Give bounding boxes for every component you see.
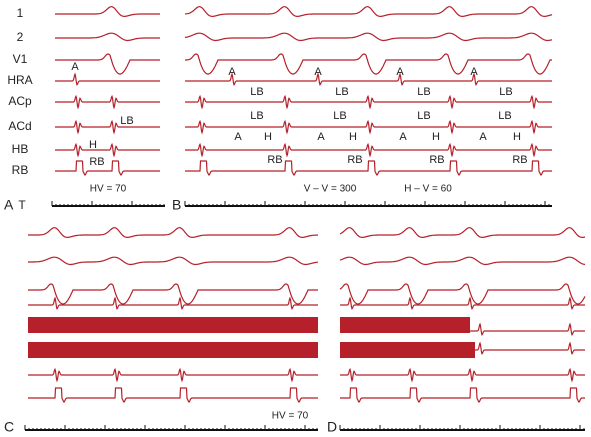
annotation: RB [429,154,444,166]
panel-letter: C [4,419,14,435]
waveform [184,32,553,42]
waveform [55,94,160,110]
annotation: LB [499,86,512,98]
measurement: HV = 70 [272,411,309,422]
waveform [185,160,552,176]
waveform [55,53,160,75]
waveform [340,387,585,403]
waveform [55,160,160,176]
waveform [340,296,585,310]
panel-letter: D [327,419,337,435]
annotation: RB [347,154,362,166]
waveform [28,227,318,238]
waveform [185,142,552,158]
annotation: H [349,131,357,143]
waveform [55,32,160,42]
annotation: A [228,66,236,78]
annotation: H [264,131,272,143]
annotation: LB [333,110,346,122]
panel-letter: B [172,197,181,213]
annotation: RB [89,156,104,168]
annotation: RB [512,154,527,166]
channel-label: V1 [13,52,28,66]
annotation: LB [417,110,430,122]
channel-label: 1 [17,6,24,20]
waveform [185,72,552,86]
annotation: A [71,61,79,73]
annotation: H [513,131,521,143]
annotation: A [479,131,487,143]
waveform [185,6,553,17]
annotation: A [314,66,322,78]
annotation: H [89,139,97,151]
waveform [55,6,160,17]
fibrillation-block [340,342,475,358]
waveform [28,387,318,403]
waveform [339,227,586,238]
channel-label: ACd [8,119,31,133]
waveform [339,256,586,266]
annotation: LB [250,86,263,98]
channel-label: HB [12,142,29,156]
panel-letter: A [4,197,14,213]
waveform [340,367,585,383]
channel-label: RB [12,163,29,177]
annotation: A [234,131,242,143]
annotation: H [432,131,440,143]
fibrillation-block [28,317,318,333]
channel-label: 2 [17,30,24,44]
channel-label: T [18,198,26,212]
waveform [28,256,318,266]
measurement: HV = 70 [90,184,127,195]
waveform [55,72,160,86]
annotation: LB [250,110,263,122]
annotation: LB [417,86,430,98]
waveform [185,53,552,75]
annotation: LB [120,115,133,127]
annotation: A [399,131,407,143]
annotation: A [396,66,404,78]
annotation: RB [267,154,282,166]
channel-label: ACp [8,94,32,108]
annotation: A [317,131,325,143]
channel-label: HRA [7,73,32,87]
waveform [28,283,318,305]
waveform [470,322,585,336]
fibrillation-block [340,317,470,333]
annotation: LB [498,110,511,122]
waveform [339,283,586,305]
waveform [28,296,318,310]
measurement: H – V = 60 [404,184,452,195]
waveform [28,367,318,383]
waveform [55,142,160,158]
annotation: LB [335,86,348,98]
waveform [185,94,552,110]
fibrillation-block [28,342,318,358]
waveform [470,341,585,355]
waveform [55,119,160,135]
waveform [185,119,552,135]
annotation: A [470,66,478,78]
measurement: V – V = 300 [304,184,357,195]
